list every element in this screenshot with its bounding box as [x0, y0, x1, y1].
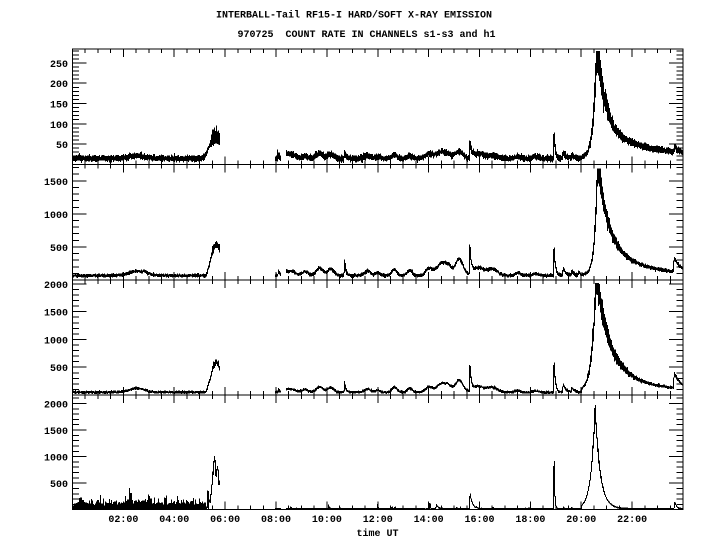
- svg-text:1000: 1000: [44, 336, 68, 347]
- svg-text:50: 50: [56, 141, 68, 152]
- svg-text:20:00: 20:00: [566, 515, 596, 526]
- svg-text:1500: 1500: [44, 427, 68, 438]
- svg-text:970725 COUNT RATE IN CHANNELS: 970725 COUNT RATE IN CHANNELS s1-s3 and …: [238, 29, 496, 41]
- svg-text:2000: 2000: [44, 401, 68, 412]
- svg-text:500: 500: [50, 244, 68, 255]
- svg-text:10:00: 10:00: [312, 515, 342, 526]
- svg-text:04:00: 04:00: [159, 515, 189, 526]
- svg-text:500: 500: [50, 364, 68, 375]
- svg-text:02:00: 02:00: [108, 515, 138, 526]
- svg-text:1000: 1000: [44, 211, 68, 222]
- svg-text:16:00: 16:00: [464, 515, 494, 526]
- svg-text:1000: 1000: [44, 454, 68, 465]
- svg-text:06:00: 06:00: [210, 515, 240, 526]
- svg-text:100: 100: [50, 121, 68, 132]
- svg-text:12:00: 12:00: [363, 515, 393, 526]
- svg-text:500: 500: [50, 480, 68, 491]
- svg-text:250: 250: [50, 60, 68, 71]
- svg-text:2000: 2000: [44, 281, 68, 292]
- svg-text:18:00: 18:00: [515, 515, 545, 526]
- svg-text:1500: 1500: [44, 178, 68, 189]
- svg-text:150: 150: [50, 101, 68, 112]
- svg-text:200: 200: [50, 80, 68, 91]
- svg-text:14:00: 14:00: [414, 515, 444, 526]
- svg-text:time UT: time UT: [356, 528, 398, 540]
- svg-text:22:00: 22:00: [617, 515, 647, 526]
- svg-text:1500: 1500: [44, 309, 68, 320]
- svg-text:08:00: 08:00: [261, 515, 291, 526]
- svg-text:INTERBALL-Tail RF15-I HARD/SOF: INTERBALL-Tail RF15-I HARD/SOFT X-RAY EM…: [216, 9, 492, 21]
